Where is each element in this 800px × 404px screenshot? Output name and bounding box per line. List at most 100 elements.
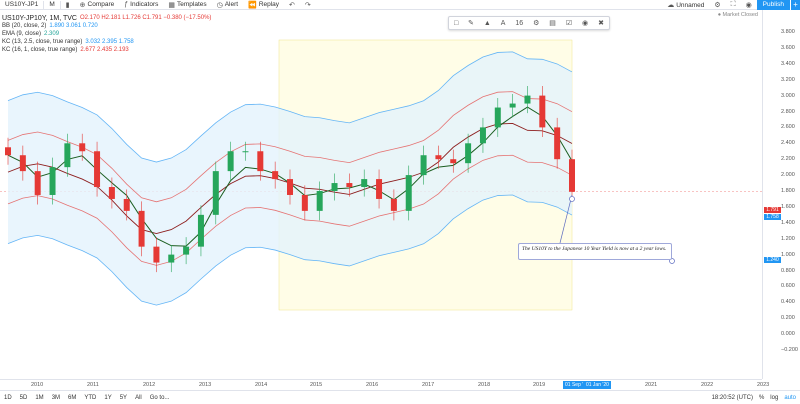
kc1-label: KC (13, 2.5, close, true range) xyxy=(2,39,83,45)
price-tick-label: 3.600 xyxy=(781,44,795,51)
symbol-label: US10Y-JP1 xyxy=(5,1,39,8)
callout-note[interactable]: The US10Y to the Japanese 10 Year Yield … xyxy=(518,243,672,260)
keltner-upper-line xyxy=(7,91,573,203)
settings-button[interactable]: ⚙ xyxy=(709,0,725,10)
ohlc-values: O2.170 H2.181 L1.726 C1.791 −0.380 (−17.… xyxy=(79,15,212,21)
replay-button[interactable]: ⏪ Replay xyxy=(243,0,284,10)
candle-body xyxy=(108,187,115,199)
alert-label: Alert xyxy=(224,1,239,8)
price-tick-label: 0.200 xyxy=(781,315,795,322)
candle-body xyxy=(138,210,145,247)
interval-label: M xyxy=(49,1,55,8)
undo-button[interactable]: ↶ xyxy=(284,0,300,10)
price-tick-label: 3.000 xyxy=(781,92,795,99)
publish-button[interactable]: Publish xyxy=(756,0,790,10)
line-color-icon[interactable]: ✎ xyxy=(468,20,474,27)
range-button-1y[interactable]: 1Y xyxy=(104,394,112,401)
indicators-button[interactable]: ƒ Indicators xyxy=(119,0,163,10)
price-tick-label: 1.200 xyxy=(781,235,795,242)
text-color-icon[interactable]: A xyxy=(500,19,506,27)
chart-canvas[interactable] xyxy=(0,10,762,379)
range-button-1d[interactable]: 1D xyxy=(4,394,12,401)
candle-body xyxy=(168,254,175,263)
candle-body xyxy=(227,151,234,172)
fullscreen-button[interactable]: ⛶ xyxy=(726,0,741,10)
range-button-6m[interactable]: 6M xyxy=(68,394,77,401)
legend-bb-row[interactable]: BB (20, close, 2) 1.890 3.061 0.720 xyxy=(2,22,211,30)
last-price-tag: 1.791 xyxy=(764,207,781,213)
price-tick-label: 2.200 xyxy=(781,156,795,163)
new-idea-plus-button[interactable]: + xyxy=(790,0,800,10)
visibility-icon[interactable]: ▤ xyxy=(549,20,556,27)
redo-icon: ↷ xyxy=(304,1,311,9)
fill-color-icon[interactable]: ▲ xyxy=(483,19,491,27)
price-axis[interactable]: 1.791 1.758 1.240 3.800 3.600 3.400 3.200 3.… xyxy=(762,10,800,379)
time-axis[interactable]: 01 Sep ' 01 Jan '20 2010 2011 2012 2013 2014… xyxy=(0,379,769,389)
candle-body xyxy=(331,183,338,191)
time-tick-label: 2016 xyxy=(366,382,379,388)
template-icon[interactable]: □ xyxy=(453,19,459,27)
snapshot-button[interactable]: ◉ xyxy=(741,0,757,10)
legend-kc1-row[interactable]: KC (13, 2.5, close, true range) 3.032 2.… xyxy=(2,38,211,46)
redo-button[interactable]: ↷ xyxy=(300,0,316,10)
auto-toggle[interactable]: auto xyxy=(784,395,796,401)
time-tick-label: 2013 xyxy=(199,382,212,388)
candle-body xyxy=(509,103,516,108)
legend-ema-row[interactable]: EMA (9, close) 2.309 xyxy=(2,30,211,38)
trash-icon[interactable]: ✖ xyxy=(598,20,604,27)
indicators-label: Indicators xyxy=(130,1,159,8)
callout-anchor-handle xyxy=(569,196,575,202)
price-tick-label: 2.400 xyxy=(781,140,795,147)
candle-body xyxy=(153,246,160,263)
price-tick-label: 2.000 xyxy=(781,172,795,179)
range-button-all[interactable]: All xyxy=(135,394,142,401)
candle-body xyxy=(450,159,457,164)
log-toggle[interactable]: log xyxy=(770,395,779,401)
time-tick-label: 2010 xyxy=(31,382,44,388)
symbol-search[interactable]: US10Y-JP1 xyxy=(0,0,43,10)
candle-body xyxy=(272,171,279,180)
price-tick-label: 3.800 xyxy=(781,29,795,35)
candle-body xyxy=(79,143,86,152)
percent-toggle[interactable]: % xyxy=(758,395,765,401)
candle-body xyxy=(554,127,561,160)
goto-button[interactable]: Go to... xyxy=(149,394,170,401)
layout-button[interactable]: ☁ Unnamed xyxy=(662,0,709,10)
chart-pane[interactable] xyxy=(0,10,762,379)
market-status: ● Market Closed xyxy=(717,12,758,18)
candle-body xyxy=(405,175,412,211)
gear-icon[interactable]: ⚙ xyxy=(533,20,540,27)
compare-label: Compare xyxy=(87,1,115,8)
range-button-3m[interactable]: 3M xyxy=(51,394,61,401)
symbol-title: US10Y-JP10Y, 1M, TVC xyxy=(2,14,77,22)
time-tick-label: 2021 xyxy=(645,382,658,388)
cloud-icon: ☁ xyxy=(667,2,675,9)
interval-button[interactable]: M xyxy=(44,0,59,10)
bb-label: BB (20, close, 2) xyxy=(2,23,47,29)
clock-readout[interactable]: 18:20:52 (UTC) xyxy=(711,395,753,401)
legend-kc2-row[interactable]: KC (16, 1, close, true range) 2.677 2.43… xyxy=(2,46,211,54)
eye-icon[interactable]: ◉ xyxy=(582,20,589,27)
range-button-5y[interactable]: 5Y xyxy=(119,394,128,401)
gear-icon: ⚙ xyxy=(714,2,721,9)
plus-icon: + xyxy=(793,0,798,9)
chart-style-button[interactable]: ▮ xyxy=(61,0,75,10)
price-tick-label: 0.600 xyxy=(781,283,795,290)
candle-body xyxy=(361,179,368,188)
lock-icon[interactable]: ☑ xyxy=(565,20,573,27)
range-button-ytd[interactable]: YTD xyxy=(84,394,97,401)
callout-text: The US10Y to the Japanese 10 Year Yield … xyxy=(522,246,667,252)
time-tick-label: 2019 xyxy=(533,382,546,388)
range-button-1m[interactable]: 1M xyxy=(35,394,44,401)
rewind-icon: ⏪ xyxy=(248,1,257,9)
range-button-5d[interactable]: 5D xyxy=(19,394,28,401)
time-tick-label: 2023 xyxy=(757,382,770,388)
compare-button[interactable]: ⊕ Compare xyxy=(75,0,120,10)
templates-button[interactable]: ▦ Templates xyxy=(163,0,211,10)
candle-body xyxy=(49,167,56,195)
divider xyxy=(59,0,61,9)
drawing-toolbar: □ ✎ ▲ A 16 ⚙ ▤ ☑ ◉ ✖ xyxy=(448,16,610,30)
alert-button[interactable]: ◷ Alert xyxy=(212,0,243,10)
font-size-icon[interactable]: 16 xyxy=(515,19,524,27)
